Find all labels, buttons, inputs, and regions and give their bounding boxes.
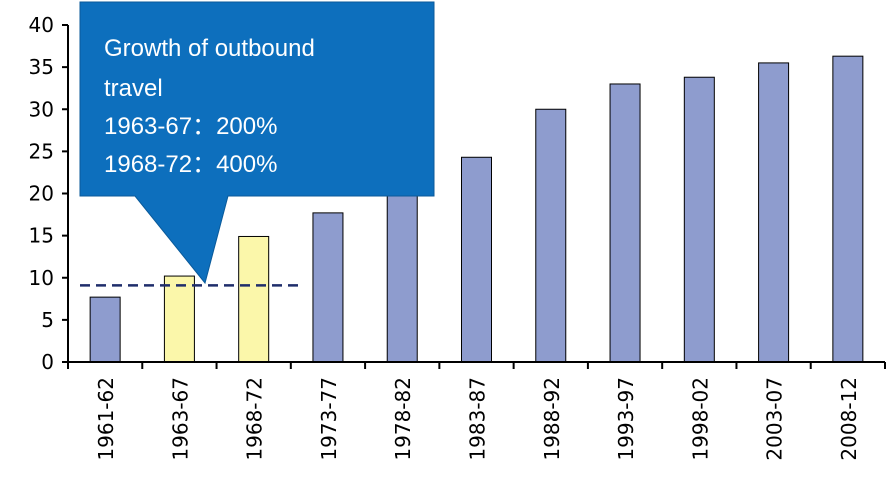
x-tick-label: 1983-87 bbox=[466, 377, 490, 461]
callout-box bbox=[79, 1, 435, 285]
bar-1993-97 bbox=[609, 83, 641, 363]
bar-2003-07 bbox=[758, 62, 790, 363]
y-tick-label: 15 bbox=[29, 224, 54, 248]
y-tick-label: 25 bbox=[29, 139, 54, 163]
y-tick-label: 10 bbox=[29, 266, 54, 290]
callout-line-3: 1963-67：200% bbox=[104, 113, 277, 140]
bar-1961-62 bbox=[89, 296, 121, 363]
x-tick-label: 2003-07 bbox=[763, 377, 787, 461]
y-axis-ticks: 0 5 10 15 20 25 30 35 40 bbox=[29, 13, 68, 374]
y-tick-label: 20 bbox=[29, 182, 54, 206]
bar-1973-77 bbox=[312, 212, 344, 363]
bar-2008-12 bbox=[832, 55, 864, 363]
x-tick-label: 1988-92 bbox=[540, 377, 564, 461]
callout-line-1: Growth of outbound bbox=[104, 35, 315, 62]
x-tick-label: 1961-62 bbox=[94, 377, 118, 461]
bar-1998-02 bbox=[683, 76, 715, 363]
y-tick-label: 0 bbox=[41, 350, 54, 374]
bars bbox=[89, 55, 864, 363]
x-axis-ticks: 1961-62 1963-67 1968-72 1973-77 1978-82 1983-… bbox=[67, 362, 886, 461]
bar-1963-67 bbox=[163, 275, 195, 363]
x-tick-label: 2008-12 bbox=[837, 377, 861, 461]
callout-line-4: 1968-72：400% bbox=[104, 151, 277, 178]
x-tick-label: 1998-02 bbox=[688, 377, 712, 461]
x-tick-label: 1973-77 bbox=[317, 377, 341, 461]
x-tick-label: 1963-67 bbox=[168, 377, 192, 461]
y-tick-label: 35 bbox=[29, 55, 54, 79]
y-tick-label: 40 bbox=[29, 13, 54, 37]
x-tick-label: 1978-82 bbox=[391, 377, 415, 461]
x-tick-label: 1968-72 bbox=[243, 377, 267, 461]
bar-1978-82 bbox=[386, 190, 418, 363]
bar-1988-92 bbox=[535, 108, 567, 363]
annotation-callout: Growth of outbound travel 1963-67：200% 1… bbox=[79, 1, 435, 285]
y-tick-label: 30 bbox=[29, 97, 54, 121]
callout-line-2: travel bbox=[104, 75, 163, 102]
bar-1968-72 bbox=[238, 235, 270, 363]
bar-1983-87 bbox=[461, 156, 492, 363]
x-tick-label: 1993-97 bbox=[614, 377, 638, 461]
y-tick-label: 5 bbox=[41, 308, 54, 332]
